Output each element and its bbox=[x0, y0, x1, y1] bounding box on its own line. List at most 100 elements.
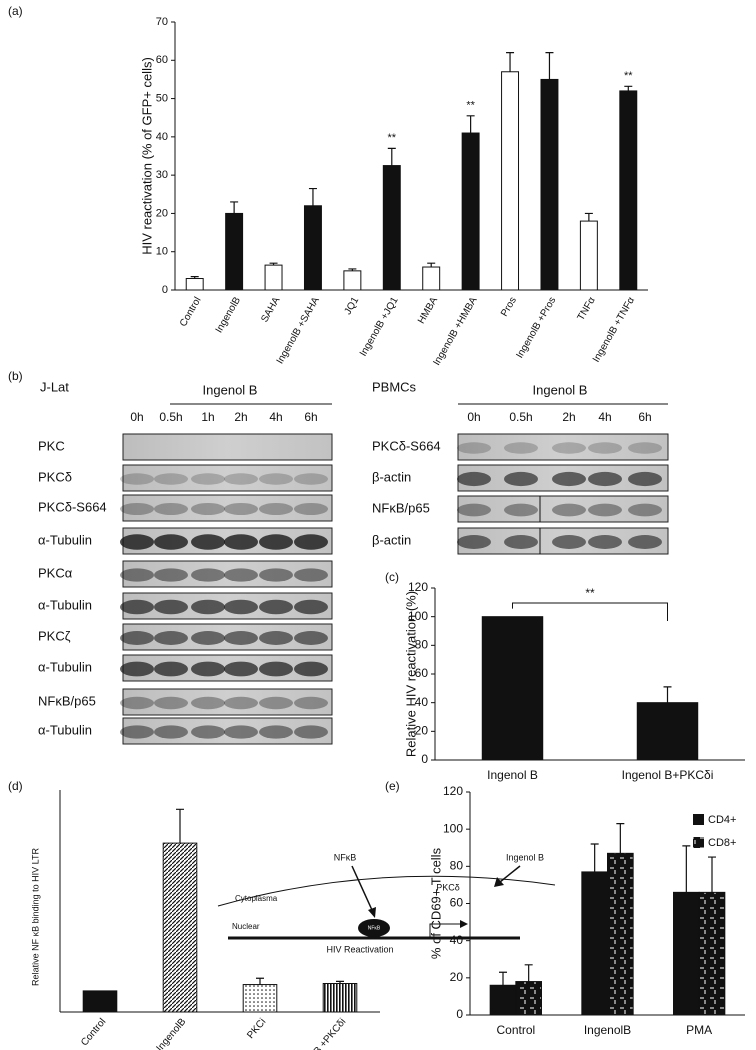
y-tick-label: 60 bbox=[415, 666, 429, 680]
blot-row-label: β-actin bbox=[372, 469, 411, 484]
y-tick-label: 60 bbox=[450, 896, 464, 910]
blot-band bbox=[259, 534, 293, 550]
legend-label: CD4+ bbox=[708, 814, 736, 826]
blot-band bbox=[259, 631, 293, 645]
y-tick-label: 100 bbox=[408, 609, 428, 623]
y-tick-label: 0 bbox=[421, 752, 428, 766]
x-tick-label: IngenolB bbox=[584, 1023, 631, 1037]
bar bbox=[489, 984, 517, 1016]
x-tick-label: Control bbox=[496, 1023, 535, 1037]
blot-band bbox=[224, 502, 258, 516]
blot-strip bbox=[122, 494, 333, 522]
treatment-label: Ingenol B bbox=[533, 382, 588, 397]
bar bbox=[422, 266, 441, 291]
bar bbox=[515, 981, 542, 1016]
error-bar bbox=[584, 212, 593, 222]
y-tick-label: 20 bbox=[450, 970, 464, 984]
blot-band bbox=[224, 599, 258, 615]
blot-band bbox=[294, 473, 328, 485]
treatment-label: Ingenol B bbox=[203, 382, 258, 397]
significance: ** bbox=[388, 132, 397, 144]
y-axis-label: Relative NF κB binding to HIV LTR bbox=[30, 848, 40, 986]
bar bbox=[540, 78, 559, 291]
error-bar bbox=[336, 980, 344, 984]
x-tick-label: Ingenol B+PKCδi bbox=[622, 768, 714, 782]
legend-label: CD8+ bbox=[708, 837, 736, 849]
y-tick-label: 20 bbox=[415, 724, 429, 738]
blot-band bbox=[628, 471, 662, 487]
blot-band bbox=[224, 568, 258, 582]
y-tick-label: 60 bbox=[156, 54, 168, 66]
time-label: 4h bbox=[598, 410, 611, 424]
blot-band bbox=[628, 535, 662, 549]
bar bbox=[481, 616, 544, 761]
blot-band bbox=[120, 473, 154, 485]
blot-row-label: α-Tubulin bbox=[38, 597, 92, 612]
x-tick-label: PMA bbox=[686, 1023, 712, 1037]
error-bar bbox=[427, 262, 436, 268]
blot-band bbox=[154, 725, 188, 739]
blot-strip bbox=[122, 560, 333, 588]
blot-band bbox=[259, 568, 293, 582]
x-tick-label: JQ1 bbox=[343, 295, 362, 317]
blot-title: PBMCs bbox=[372, 379, 417, 394]
blot-band bbox=[154, 502, 188, 516]
blot-strip bbox=[457, 433, 669, 461]
blot-row-label: α-Tubulin bbox=[38, 659, 92, 674]
bar bbox=[162, 842, 198, 1013]
blot-band bbox=[552, 471, 586, 487]
blot-band bbox=[588, 503, 622, 517]
bar bbox=[461, 132, 480, 291]
error-bar bbox=[348, 268, 357, 271]
diagram-label: Cytoplasma bbox=[235, 894, 278, 903]
x-tick-label: PKCi bbox=[245, 1017, 268, 1042]
blot-strip bbox=[122, 433, 333, 461]
blot-row-label: PKC bbox=[38, 438, 65, 453]
significance: ** bbox=[585, 586, 595, 600]
bar bbox=[501, 71, 520, 291]
y-axis-label: Relative HIV reactivation (%) bbox=[403, 591, 418, 757]
blot-row-label: β-actin bbox=[372, 532, 411, 547]
y-tick-label: 70 bbox=[156, 16, 168, 28]
x-tick-label: IngenolB +TNFα bbox=[591, 295, 637, 364]
x-tick-label: TNFα bbox=[576, 295, 598, 323]
blot-band bbox=[191, 502, 225, 516]
blot-band bbox=[224, 725, 258, 739]
blot-band bbox=[552, 535, 586, 549]
time-label: 4h bbox=[269, 410, 282, 424]
time-label: 2h bbox=[234, 410, 247, 424]
error-bar bbox=[466, 115, 475, 134]
bar bbox=[607, 852, 634, 1016]
error-bar bbox=[545, 52, 554, 80]
panel-label: (c) bbox=[385, 570, 399, 584]
blot-band bbox=[191, 534, 225, 550]
blot-band bbox=[259, 696, 293, 710]
blot-band bbox=[588, 471, 622, 487]
blot-band bbox=[259, 599, 293, 615]
x-tick-label: Control bbox=[79, 1017, 108, 1049]
blot-band bbox=[224, 661, 258, 677]
blot-band bbox=[294, 599, 328, 615]
blot-band bbox=[294, 661, 328, 677]
error-bar bbox=[387, 147, 396, 166]
blot-band bbox=[552, 503, 586, 517]
blot-band bbox=[120, 725, 154, 739]
blot-band bbox=[504, 442, 538, 454]
x-tick-label: IngenolB +JQ1 bbox=[358, 295, 401, 358]
blot-band bbox=[294, 502, 328, 516]
x-tick-label: Ingenol B bbox=[487, 768, 538, 782]
blot-title: J-Lat bbox=[40, 379, 69, 394]
blot-band bbox=[457, 471, 491, 487]
blot-strip bbox=[457, 495, 669, 523]
panel-label: (d) bbox=[8, 779, 23, 793]
bar bbox=[264, 264, 283, 291]
blot-band bbox=[504, 503, 538, 517]
x-tick-label: SAHA bbox=[259, 295, 282, 324]
blot-band bbox=[457, 503, 491, 517]
blot-band bbox=[457, 442, 491, 454]
y-tick-label: 100 bbox=[443, 821, 463, 835]
blot-row-label: PKCζ bbox=[38, 628, 71, 643]
blot-band bbox=[224, 534, 258, 550]
blot-band bbox=[120, 568, 154, 582]
bar bbox=[619, 90, 638, 291]
